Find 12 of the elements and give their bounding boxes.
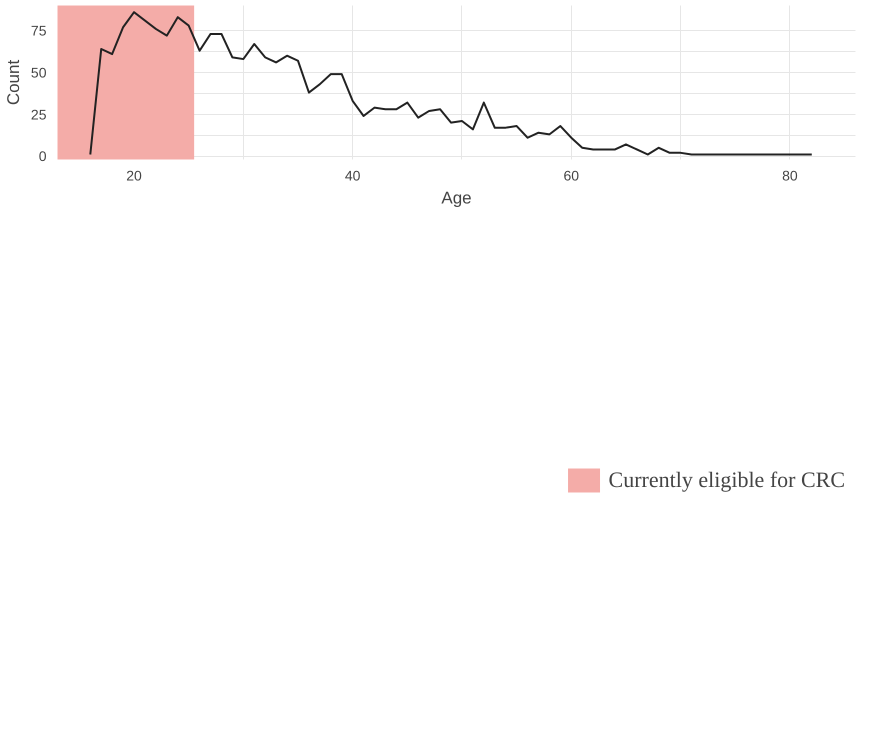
y-axis-title: Count bbox=[4, 60, 23, 106]
x-tick-label: 20 bbox=[126, 168, 142, 184]
line-series bbox=[89, 11, 813, 156]
x-axis-title: Age bbox=[441, 188, 472, 208]
y-tick-label: 50 bbox=[30, 64, 47, 80]
y-tick-label: 0 bbox=[38, 148, 47, 164]
x-tick-label: 60 bbox=[563, 168, 580, 184]
x-tick-label: 80 bbox=[782, 168, 798, 184]
y-tick-label: 25 bbox=[30, 106, 47, 122]
y-tick-label: 75 bbox=[30, 22, 47, 39]
legend-label: Currently eligible for CRC bbox=[608, 467, 845, 493]
x-tick-label: 40 bbox=[344, 168, 361, 184]
